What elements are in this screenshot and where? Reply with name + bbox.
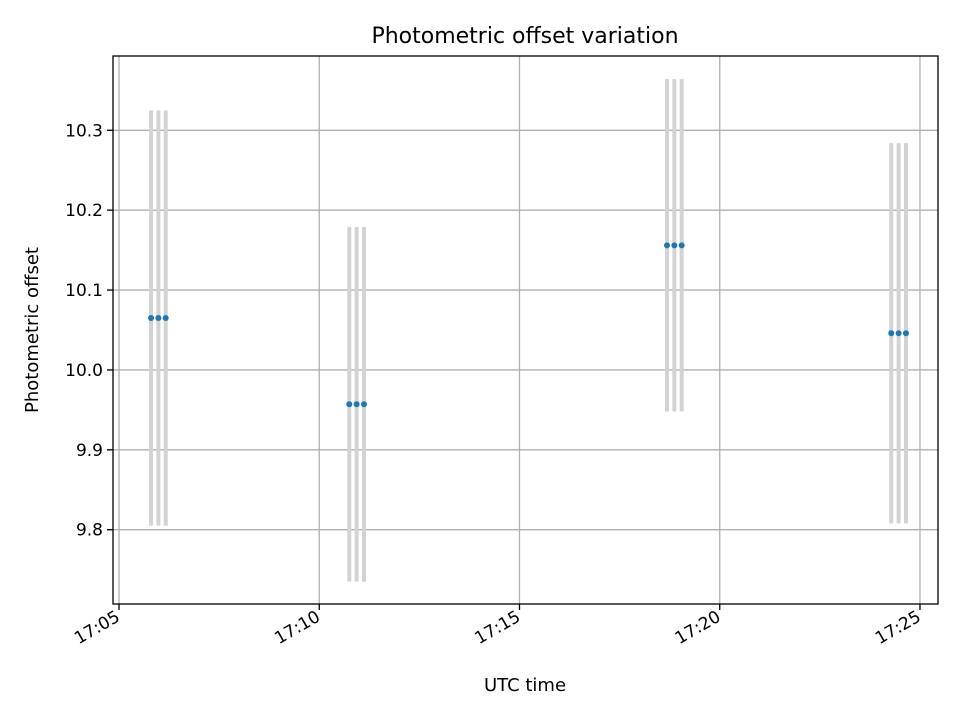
data-point <box>664 242 671 249</box>
plot-frame <box>112 55 939 605</box>
data-point <box>671 242 678 249</box>
y-tick-label: 10.2 <box>65 201 103 221</box>
data-points <box>148 242 909 408</box>
chart-title: Photometric offset variation <box>371 24 678 49</box>
data-point <box>346 401 353 408</box>
data-point <box>895 330 902 337</box>
data-point <box>902 330 909 337</box>
y-tick-label: 10.3 <box>65 121 103 141</box>
data-point <box>360 401 367 408</box>
x-axis-label: UTC time <box>484 675 566 696</box>
y-axis-label: Photometric offset <box>22 247 43 413</box>
data-point <box>678 242 685 249</box>
y-tick-label: 10.0 <box>65 361 103 381</box>
y-tick-label: 9.8 <box>76 521 103 541</box>
data-point <box>888 330 895 337</box>
data-point <box>155 315 162 322</box>
y-tick-label: 9.9 <box>76 441 103 461</box>
data-point <box>353 401 360 408</box>
y-tick-label: 10.1 <box>65 281 103 301</box>
data-point <box>162 315 169 322</box>
y-axis-ticks: 9.8 9.9 10.0 10.1 10.2 10.3 <box>65 121 113 541</box>
grid <box>113 56 938 604</box>
data-point <box>148 315 155 322</box>
